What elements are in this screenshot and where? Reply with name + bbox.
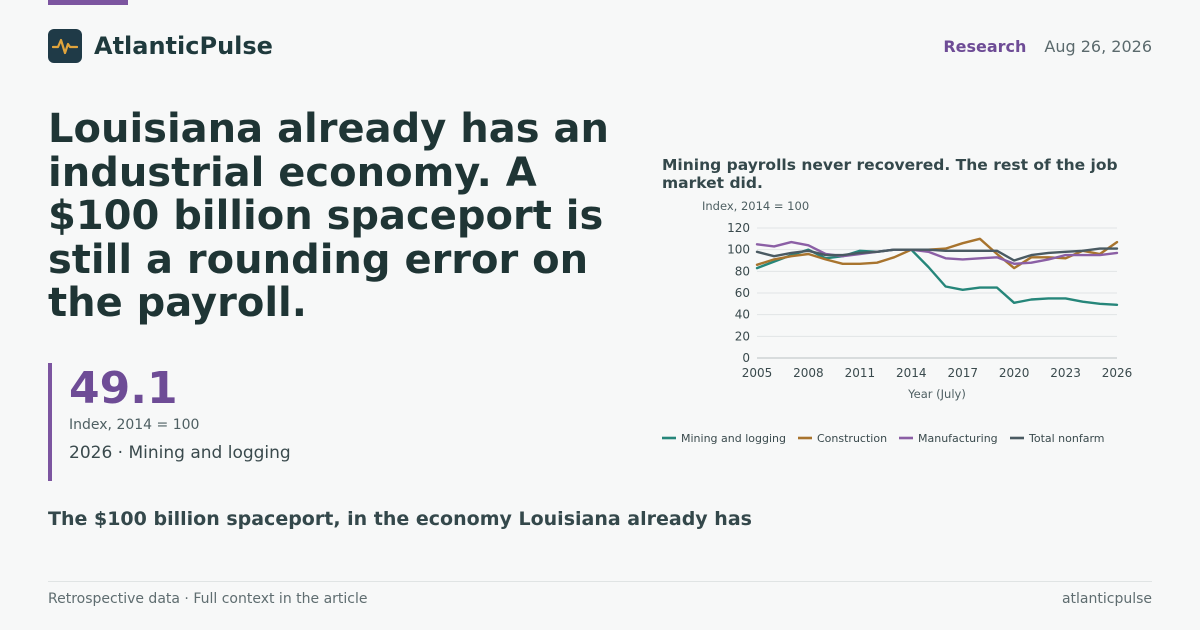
stat-unit: Index, 2014 = 100 xyxy=(69,417,200,433)
x-tick-label: 2008 xyxy=(793,366,824,380)
brand[interactable]: AtlanticPulse xyxy=(48,29,273,63)
y-tick-label: 120 xyxy=(727,221,750,235)
subhead: The $100 billion spaceport, in the econo… xyxy=(48,508,752,530)
chart-title: Mining payrolls never recovered. The res… xyxy=(662,156,1118,192)
x-tick-label: 2011 xyxy=(845,366,876,380)
brand-name: AtlanticPulse xyxy=(94,32,273,60)
y-axis-label: Index, 2014 = 100 xyxy=(702,199,809,213)
x-axis-label: Year (July) xyxy=(907,387,966,401)
line-chart: Index, 2014 = 100 0 20 40 60 80 100 120 2005 2008… xyxy=(662,199,1133,445)
series-line-construction xyxy=(755,237,1119,270)
pulse-line-icon xyxy=(48,29,82,63)
legend-label-total-nonfarm: Total nonfarm xyxy=(1028,432,1105,445)
y-tick-label: 0 xyxy=(742,351,750,365)
y-tick-label: 40 xyxy=(735,308,750,322)
y-tick-label: 20 xyxy=(735,329,750,343)
legend-label-manufacturing: Manufacturing xyxy=(918,432,998,445)
legend-label-mining-and-logging: Mining and logging xyxy=(681,432,786,445)
x-tick-label: 2026 xyxy=(1102,366,1133,380)
y-tick-label: 80 xyxy=(735,264,750,278)
y-tick-label: 100 xyxy=(727,243,750,257)
footer-brand: atlanticpulse xyxy=(1061,591,1152,607)
x-tick-label: 2017 xyxy=(947,366,978,380)
site-header: AtlanticPulse Research Aug 26, 2026 xyxy=(48,29,1152,63)
x-tick-label: 2014 xyxy=(896,366,927,380)
research-link[interactable]: Research xyxy=(943,36,1027,56)
x-tick-label: 2020 xyxy=(999,366,1030,380)
publish-date: Aug 26, 2026 xyxy=(1044,36,1152,56)
series-line-total-nonfarm xyxy=(755,247,1119,262)
legend-label-construction: Construction xyxy=(817,432,887,445)
stat-value: 49.1 xyxy=(69,363,178,414)
footer-divider xyxy=(48,581,1152,582)
stat-context: 2026 · Mining and logging xyxy=(69,443,291,463)
x-tick-label: 2005 xyxy=(742,366,773,380)
top-accent-bar xyxy=(48,0,128,5)
footer-note: Retrospective data · Full context in the… xyxy=(48,591,368,607)
x-tick-label: 2023 xyxy=(1050,366,1081,380)
key-stat: 49.1 Index, 2014 = 100 2026 · Mining and… xyxy=(48,363,291,481)
series-line-manufacturing xyxy=(755,240,1119,266)
y-tick-label: 60 xyxy=(735,286,750,300)
headline: Louisiana already has an industrial econ… xyxy=(48,106,609,326)
